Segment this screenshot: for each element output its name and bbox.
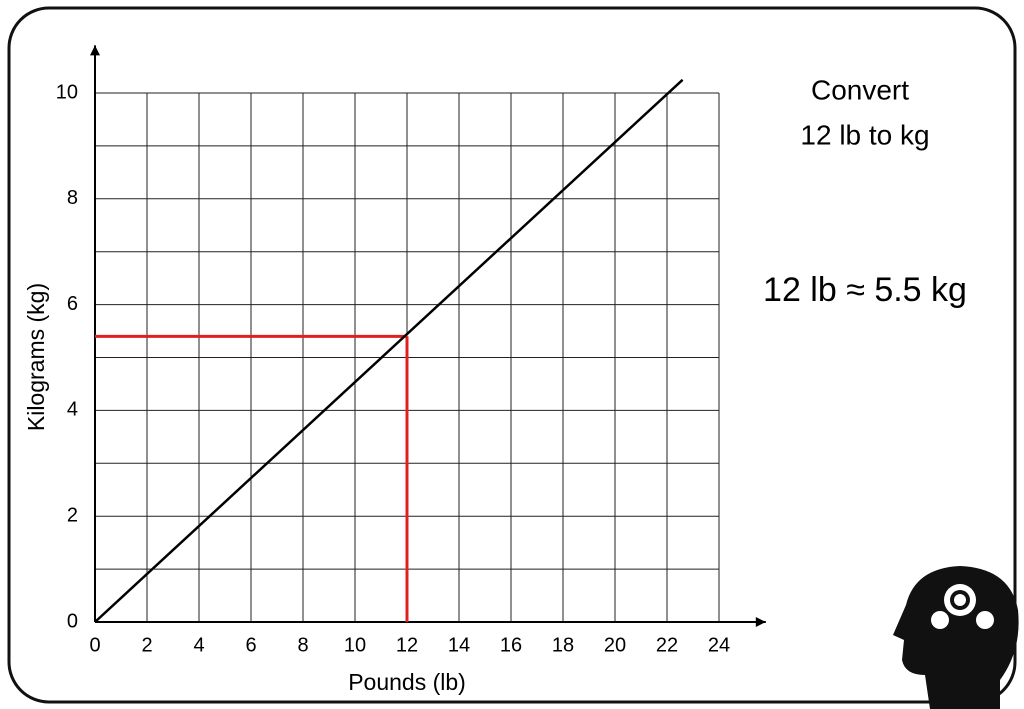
x-tick-label: 16 xyxy=(500,634,522,656)
x-tick-label: 4 xyxy=(193,634,204,656)
x-tick-label: 14 xyxy=(448,634,470,656)
y-tick-label: 4 xyxy=(67,399,78,421)
x-tick-label: 10 xyxy=(344,634,366,656)
frame xyxy=(7,6,1017,704)
x-tick-label: 12 xyxy=(396,634,418,656)
x-tick-label: 8 xyxy=(297,634,308,656)
x-tick-label: 6 xyxy=(245,634,256,656)
x-tick-label: 22 xyxy=(656,634,678,656)
y-tick-label: 0 xyxy=(67,610,78,632)
x-tick-label: 0 xyxy=(89,634,100,656)
annotation: 12 lb to kg xyxy=(800,119,929,150)
y-tick-label: 2 xyxy=(67,504,78,526)
head-icon xyxy=(893,566,1019,709)
y-tick-label: 6 xyxy=(67,293,78,315)
x-tick-label: 20 xyxy=(604,634,626,656)
x-tick-label: 2 xyxy=(141,634,152,656)
y-axis-label: Kilograms (kg) xyxy=(23,283,49,431)
x-tick-label: 18 xyxy=(552,634,574,656)
y-tick-label: 8 xyxy=(67,187,78,209)
y-axis-arrow xyxy=(90,45,100,56)
annotation: Convert xyxy=(811,74,909,105)
x-axis-arrow xyxy=(755,617,766,627)
answer: 12 lb ≈ 5.5 kg xyxy=(763,271,967,309)
x-axis-label: Pounds (lb) xyxy=(348,669,466,695)
y-tick-label: 10 xyxy=(56,81,78,103)
conversion-line xyxy=(94,78,684,623)
x-tick-label: 24 xyxy=(708,634,730,656)
